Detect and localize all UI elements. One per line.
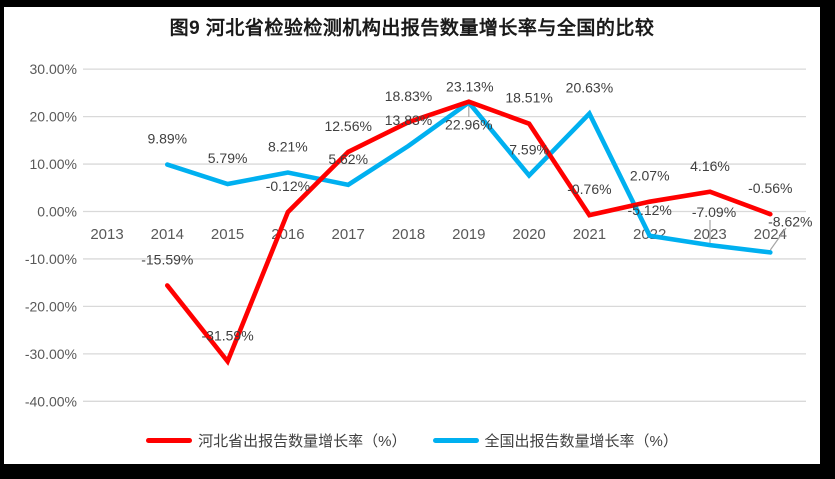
window-border-left [0, 0, 4, 479]
y-axis-tick-label: -10.00% [25, 251, 77, 267]
data-point-label: 12.56% [324, 118, 371, 134]
y-axis-tick-label: 10.00% [30, 156, 77, 172]
data-point-label: 20.63% [566, 80, 613, 96]
data-point-label: -7.09% [692, 204, 736, 220]
x-axis-year-label: 2021 [573, 226, 606, 243]
data-point-label: -0.56% [748, 180, 792, 196]
data-point-label: 22.96% [445, 117, 492, 133]
legend-line-swatch-red [146, 437, 193, 443]
window-border-top [0, 0, 835, 7]
legend-label-hebei: 河北省出报告数量增长率（%） [198, 432, 407, 450]
y-axis-tick-label: -30.00% [25, 346, 77, 362]
data-point-label: 18.83% [385, 88, 432, 104]
data-point-label: 8.21% [268, 139, 308, 155]
data-point-label: 5.62% [328, 151, 368, 167]
data-point-label: -0.76% [567, 181, 611, 197]
y-axis-tick-label: 30.00% [30, 61, 77, 77]
label-leader-line [769, 227, 787, 251]
window-border-bottom [0, 464, 835, 479]
data-point-label: 5.79% [208, 150, 248, 166]
data-point-label: 9.89% [147, 131, 187, 147]
data-point-label: 2.07% [630, 168, 670, 184]
window-border-right [820, 0, 835, 479]
data-point-label: -5.12% [628, 202, 672, 218]
legend-item-national: 全国出报告数量增长率（%） [432, 430, 678, 451]
y-axis-tick-label: 0.00% [37, 204, 77, 220]
x-axis-year-label: 2014 [151, 226, 184, 243]
data-point-label: 18.51% [505, 90, 552, 106]
y-axis-tick-label: -40.00% [25, 393, 77, 409]
x-axis-year-label: 2013 [90, 226, 123, 243]
data-point-label: -8.62% [768, 213, 812, 229]
data-point-label: 13.83% [385, 112, 432, 128]
series-line-hebei [165, 99, 773, 366]
y-axis-tick-label: -20.00% [25, 298, 77, 314]
y-axis-tick-label: 20.00% [30, 109, 77, 125]
data-point-label: 7.59% [509, 141, 549, 157]
legend-label-national: 全国出报告数量增长率（%） [484, 432, 678, 450]
x-axis-year-label: 2019 [452, 226, 485, 243]
x-axis-year-label: 2015 [211, 226, 244, 243]
legend-line-swatch-blue [432, 437, 479, 443]
data-point-label: -31.59% [202, 327, 254, 343]
data-point-label: 23.13% [446, 79, 493, 95]
x-axis-year-label: 2018 [392, 226, 425, 243]
legend-item-hebei: 河北省出报告数量增长率（%） [146, 430, 407, 451]
x-axis-year-label: 2017 [332, 226, 365, 243]
chart-title: 图9 河北省检验检测机构出报告数量增长率与全国的比较 [169, 18, 655, 39]
data-point-label: -0.12% [266, 178, 310, 194]
x-axis-year-label: 2020 [512, 226, 545, 243]
data-point-label: -15.59% [141, 251, 193, 267]
data-point-label: 4.16% [690, 158, 730, 174]
chart-legend: 河北省出报告数量增长率（%） 全国出报告数量增长率（%） [4, 429, 820, 451]
